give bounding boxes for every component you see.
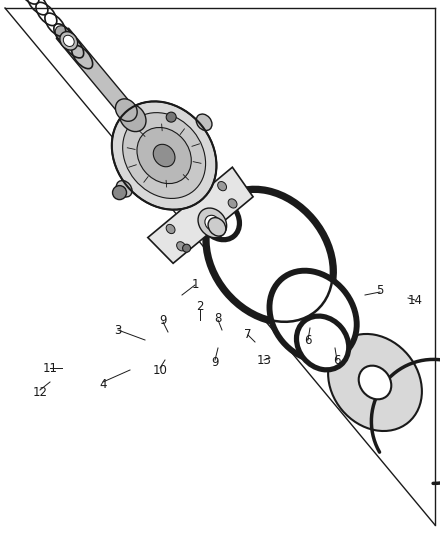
Text: 8: 8 — [214, 311, 222, 325]
Text: 7: 7 — [244, 328, 252, 342]
Ellipse shape — [137, 127, 191, 183]
Polygon shape — [148, 167, 253, 263]
Circle shape — [183, 244, 191, 252]
Ellipse shape — [115, 99, 137, 122]
Text: 6: 6 — [333, 353, 341, 367]
Circle shape — [166, 112, 176, 122]
Ellipse shape — [112, 101, 216, 209]
Text: 12: 12 — [33, 385, 48, 399]
Text: 1: 1 — [191, 279, 199, 292]
Ellipse shape — [60, 31, 77, 50]
Text: 5: 5 — [376, 284, 384, 296]
Ellipse shape — [228, 199, 237, 208]
Ellipse shape — [200, 199, 239, 239]
Ellipse shape — [297, 317, 348, 369]
Text: 3: 3 — [114, 324, 122, 336]
Ellipse shape — [153, 144, 175, 167]
Text: 9: 9 — [159, 313, 167, 327]
Ellipse shape — [176, 241, 186, 251]
Text: 11: 11 — [43, 361, 58, 375]
Text: 10: 10 — [153, 364, 168, 376]
Ellipse shape — [270, 271, 356, 360]
Circle shape — [113, 185, 127, 200]
Ellipse shape — [218, 182, 227, 191]
Ellipse shape — [328, 334, 422, 431]
Ellipse shape — [206, 190, 333, 322]
Ellipse shape — [116, 181, 132, 197]
Text: 4: 4 — [99, 378, 107, 392]
Text: 13: 13 — [257, 353, 271, 367]
Ellipse shape — [205, 215, 220, 230]
Text: 6: 6 — [304, 334, 312, 346]
Text: 9: 9 — [211, 356, 219, 368]
Text: 14: 14 — [407, 294, 422, 306]
Ellipse shape — [123, 112, 205, 198]
Ellipse shape — [208, 217, 226, 236]
Ellipse shape — [55, 26, 70, 41]
Ellipse shape — [166, 224, 175, 233]
Text: 2: 2 — [196, 301, 204, 313]
Ellipse shape — [63, 35, 74, 46]
Ellipse shape — [359, 366, 391, 399]
Polygon shape — [56, 28, 152, 138]
Ellipse shape — [119, 104, 146, 132]
Ellipse shape — [198, 208, 227, 238]
Ellipse shape — [196, 114, 212, 131]
